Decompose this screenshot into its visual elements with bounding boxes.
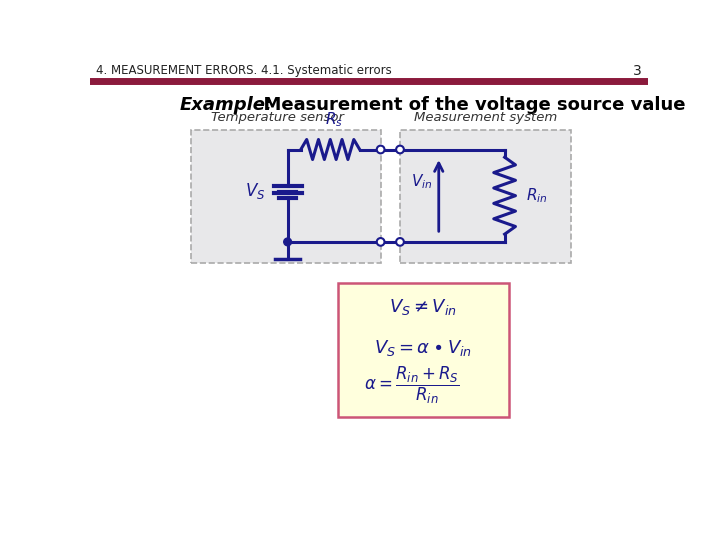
Text: $V_{in}$: $V_{in}$ (411, 172, 433, 191)
Circle shape (284, 238, 292, 246)
Text: Measurement system: Measurement system (413, 111, 557, 124)
Text: Temperature sensor: Temperature sensor (212, 111, 344, 124)
Text: $\alpha = \dfrac{R_{in}+R_S}{R_{in}}$: $\alpha = \dfrac{R_{in}+R_S}{R_{in}}$ (364, 364, 459, 406)
Text: $V_S \neq V_{in}$: $V_S \neq V_{in}$ (390, 298, 457, 318)
Circle shape (377, 238, 384, 246)
Text: Measurement of the voltage source value: Measurement of the voltage source value (251, 96, 685, 114)
Text: $V_S = \alpha \bullet V_{in}$: $V_S = \alpha \bullet V_{in}$ (374, 338, 472, 358)
Text: $V_S$: $V_S$ (245, 181, 265, 201)
Text: 3: 3 (633, 64, 642, 78)
Text: $R_{in}$: $R_{in}$ (526, 186, 548, 205)
Circle shape (396, 238, 404, 246)
Text: 4. MEASUREMENT ERRORS. 4.1. Systematic errors: 4. MEASUREMENT ERRORS. 4.1. Systematic e… (96, 64, 392, 77)
FancyBboxPatch shape (400, 130, 570, 262)
FancyBboxPatch shape (338, 283, 508, 417)
Circle shape (396, 146, 404, 153)
Circle shape (377, 146, 384, 153)
FancyBboxPatch shape (191, 130, 381, 262)
Text: $R_s$: $R_s$ (325, 111, 343, 130)
Text: Example:: Example: (179, 96, 272, 114)
